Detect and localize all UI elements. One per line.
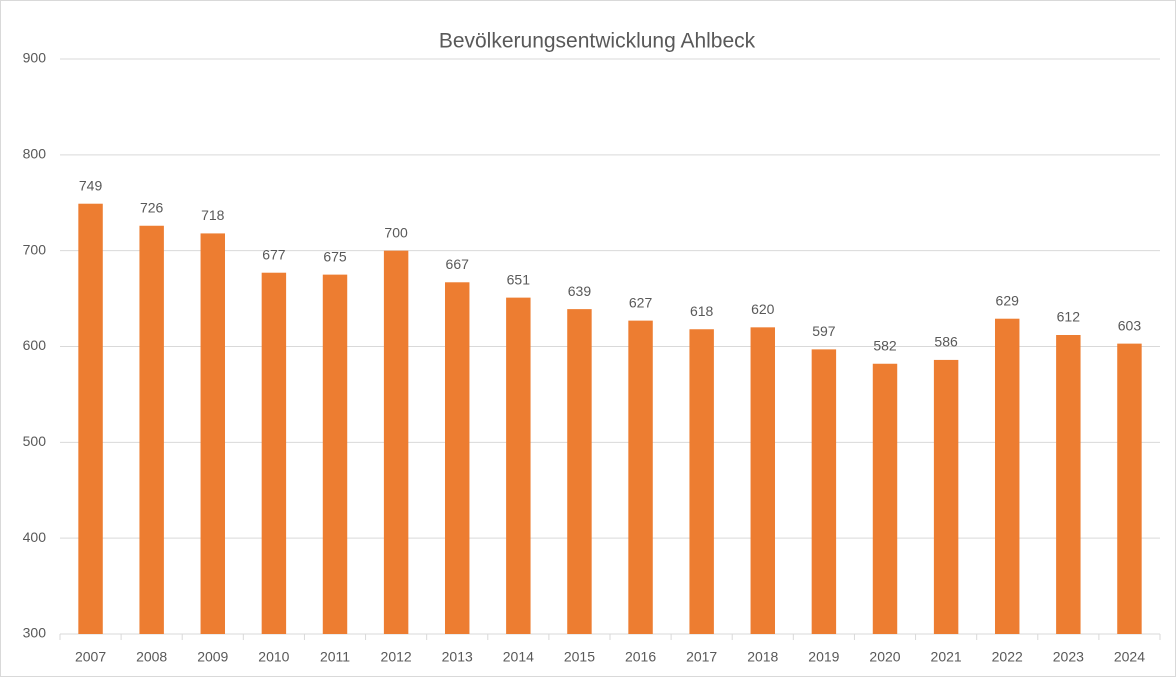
- data-label: 586: [934, 334, 958, 350]
- bar: [933, 359, 959, 634]
- x-tick-label: 2017: [686, 649, 717, 665]
- bar: [750, 327, 775, 634]
- x-tick-label: 2009: [197, 649, 228, 665]
- bar: [322, 274, 348, 634]
- bar: [811, 349, 837, 634]
- x-tick-label: 2015: [564, 649, 595, 665]
- data-label: 612: [1057, 309, 1081, 325]
- bar: [872, 363, 898, 634]
- data-label: 639: [568, 283, 592, 299]
- data-label: 726: [140, 199, 164, 215]
- bar: [628, 320, 653, 634]
- data-label: 620: [751, 301, 775, 317]
- y-tick-label: 800: [23, 146, 47, 162]
- x-tick-label: 2016: [625, 649, 656, 665]
- y-tick-label: 600: [23, 337, 47, 353]
- bar: [1056, 335, 1081, 634]
- x-tick-label: 2014: [503, 649, 534, 665]
- x-tick-label: 2013: [442, 649, 473, 665]
- bar: [506, 297, 531, 634]
- x-tick-label: 2022: [992, 649, 1023, 665]
- bar: [567, 309, 592, 634]
- bar: [445, 282, 470, 634]
- bar: [261, 272, 287, 634]
- bar: [383, 250, 409, 634]
- bar: [995, 318, 1020, 634]
- data-label: 629: [996, 292, 1020, 308]
- data-label: 675: [323, 248, 347, 264]
- x-tick-label: 2018: [747, 649, 778, 665]
- data-label: 667: [446, 256, 470, 272]
- x-tick-label: 2007: [75, 649, 106, 665]
- bar: [78, 203, 103, 635]
- y-tick-label: 500: [23, 433, 47, 449]
- x-tick-label: 2023: [1053, 649, 1084, 665]
- x-tick-label: 2011: [320, 649, 350, 665]
- x-tick-label: 2010: [258, 649, 289, 665]
- data-label: 627: [629, 294, 653, 310]
- bar: [689, 329, 714, 634]
- y-tick-label: 400: [23, 529, 47, 545]
- bar: [1117, 343, 1142, 634]
- x-tick-label: 2019: [808, 649, 839, 665]
- y-tick-label: 300: [23, 625, 47, 641]
- x-tick-label: 2008: [136, 649, 167, 665]
- x-tick-label: 2021: [931, 649, 962, 665]
- data-label: 618: [690, 303, 714, 319]
- x-tick-label: 2020: [869, 649, 900, 665]
- data-label: 700: [384, 224, 408, 240]
- data-label: 651: [507, 271, 531, 287]
- bar: [200, 233, 225, 634]
- data-label: 677: [262, 246, 286, 262]
- x-tick-label: 2024: [1114, 649, 1145, 665]
- x-tick-label: 2012: [381, 649, 412, 665]
- y-tick-label: 900: [23, 50, 47, 66]
- data-label: 718: [201, 207, 225, 223]
- data-label: 582: [873, 337, 897, 353]
- data-label: 749: [79, 177, 103, 193]
- data-label: 597: [812, 323, 836, 339]
- chart-title: Bevölkerungsentwicklung Ahlbeck: [439, 30, 756, 53]
- data-label: 603: [1118, 317, 1142, 333]
- bar: [139, 225, 164, 634]
- y-tick-label: 700: [23, 241, 47, 257]
